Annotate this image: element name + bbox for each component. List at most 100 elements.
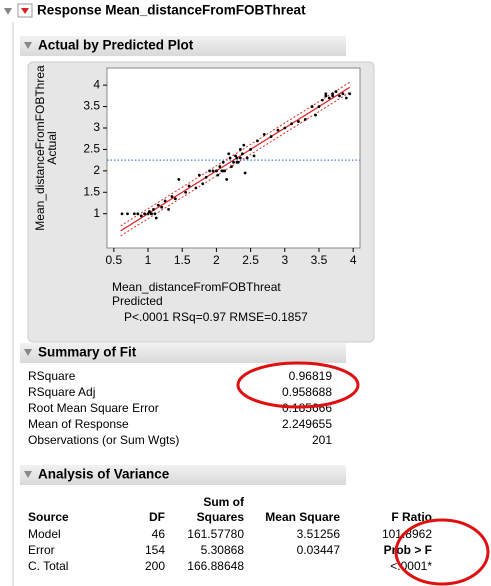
x-tick-label: 1: [145, 253, 152, 267]
column-header: Mean Square: [265, 510, 340, 524]
column-header: F Ratio: [391, 510, 432, 524]
stat-label: Root Mean Square Error: [28, 401, 159, 415]
point: [143, 212, 147, 216]
table-cell: 161.57780: [187, 527, 244, 541]
point: [238, 148, 242, 151]
table-cell: 3.51256: [297, 527, 341, 541]
stat-value: 0.958688: [282, 385, 332, 399]
point: [136, 212, 140, 216]
point: [154, 216, 158, 220]
table-cell: Model: [28, 527, 61, 541]
point: [187, 184, 191, 188]
point: [327, 96, 331, 100]
x-tick-label: 4: [350, 253, 357, 267]
column-header: Sum of: [203, 495, 245, 509]
point: [216, 173, 220, 177]
table-cell: 200: [145, 559, 165, 573]
point: [334, 90, 338, 93]
point: [320, 98, 324, 102]
table-cell: 5.30868: [201, 543, 245, 557]
disclosure-icon[interactable]: [4, 8, 12, 15]
point: [227, 152, 231, 156]
point: [230, 165, 233, 168]
x-tick-label: 3.5: [311, 253, 328, 267]
y-tick-label: 2.5: [83, 142, 100, 156]
point: [324, 94, 328, 98]
point: [303, 118, 307, 121]
point: [120, 212, 124, 216]
point: [276, 128, 280, 132]
point: [262, 133, 266, 136]
point: [341, 92, 345, 96]
section-title: Summary of Fit: [38, 345, 137, 360]
stat-value: 0.96819: [289, 369, 333, 383]
point: [243, 171, 247, 175]
y-tick-label: 3: [93, 120, 100, 134]
point: [147, 210, 151, 213]
annotation-ellipse: [236, 361, 360, 409]
point: [314, 113, 317, 117]
x-tick-label: 3: [281, 253, 288, 267]
column-header: DF: [149, 510, 165, 524]
fit-line: [120, 86, 351, 232]
table-cell: 0.03447: [297, 543, 341, 557]
table-cell: 101.8962: [382, 527, 432, 541]
point: [177, 178, 181, 181]
point: [344, 96, 348, 100]
point: [221, 160, 225, 164]
point: [153, 212, 157, 216]
disclosure-icon[interactable]: [24, 471, 32, 478]
point: [235, 160, 239, 164]
point: [163, 199, 167, 203]
table-cell: 46: [152, 527, 166, 541]
stat-label: Observations (or Sum Wgts): [28, 433, 179, 447]
point: [234, 154, 237, 158]
point: [208, 169, 211, 173]
point: [310, 105, 314, 108]
point: [249, 148, 252, 151]
stat-label: RSquare Adj: [28, 385, 95, 399]
point: [228, 156, 232, 160]
disclosure-icon[interactable]: [24, 349, 32, 356]
stat-value: 2.249655: [282, 417, 332, 431]
point: [170, 195, 174, 198]
stat-label: Mean of Response: [28, 417, 129, 431]
table-cell: 166.88648: [187, 559, 244, 573]
section-header[interactable]: [20, 343, 346, 363]
y-axis-label: Mean_distanceFromFOBThrea: [33, 65, 47, 231]
section-title: Analysis of Variance: [38, 467, 170, 482]
disclosure-icon[interactable]: [24, 42, 32, 49]
y-tick-label: 1: [93, 206, 100, 220]
report-title: Response Mean_distanceFromFOBThreat: [37, 3, 306, 18]
fit-stats: P<.0001 RSq=0.97 RMSE=0.1857: [124, 310, 308, 324]
point: [211, 169, 215, 173]
section-header[interactable]: [20, 465, 346, 485]
section-title: Actual by Predicted Plot: [38, 38, 194, 53]
section-header[interactable]: [20, 36, 346, 56]
point: [204, 175, 208, 179]
point: [235, 156, 239, 160]
point: [225, 178, 229, 181]
point: [194, 186, 198, 190]
x-tick-label: 1.5: [174, 253, 191, 267]
point: [338, 94, 341, 98]
point: [238, 156, 242, 160]
y-tick-label: 1.5: [83, 184, 100, 198]
point: [215, 169, 218, 173]
stat-label: RSquare: [28, 369, 76, 383]
point: [283, 126, 287, 130]
point: [232, 160, 235, 164]
point: [132, 212, 136, 216]
point: [240, 152, 244, 156]
menu-icon: [21, 8, 29, 14]
point: [252, 154, 256, 158]
point: [126, 212, 129, 216]
table-cell: Error: [28, 543, 55, 557]
point: [197, 173, 201, 177]
stat-value: 201: [312, 433, 332, 447]
y-axis-label: Actual: [45, 131, 59, 164]
table-cell: C. Total: [28, 559, 68, 573]
point: [242, 143, 246, 147]
point: [269, 135, 273, 138]
point: [297, 120, 300, 123]
